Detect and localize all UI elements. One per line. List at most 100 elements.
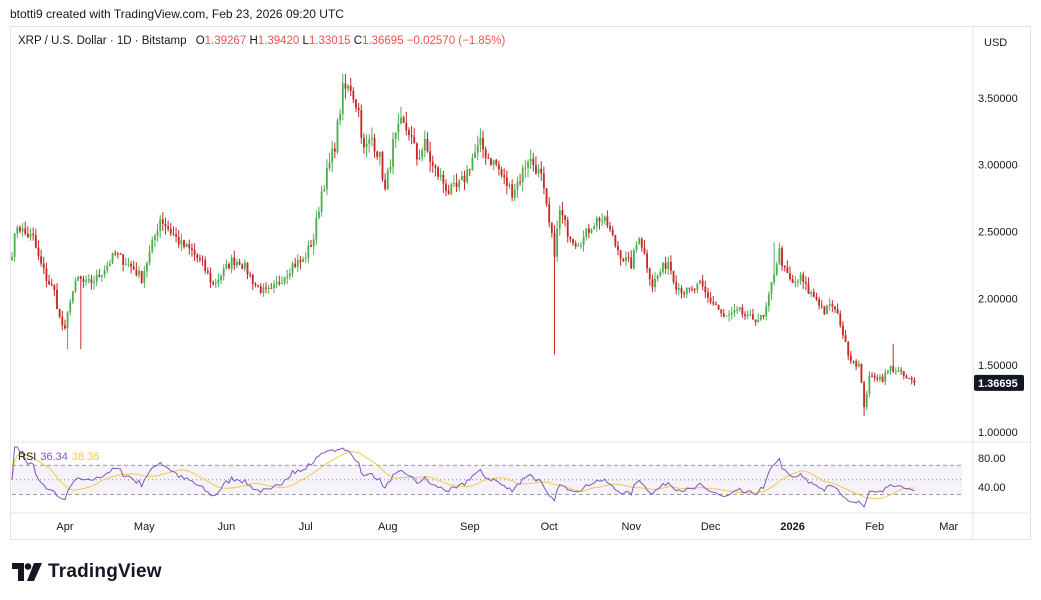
candle[interactable] — [900, 367, 903, 375]
candle[interactable] — [550, 222, 553, 238]
candle[interactable] — [294, 257, 297, 269]
candle[interactable] — [63, 319, 66, 330]
candle[interactable] — [225, 259, 228, 270]
candle[interactable] — [767, 291, 770, 312]
candle[interactable] — [341, 73, 344, 121]
candle[interactable] — [180, 233, 183, 252]
candle[interactable] — [381, 150, 384, 183]
candle[interactable] — [810, 290, 813, 298]
candle[interactable] — [497, 160, 500, 176]
candle[interactable] — [280, 276, 283, 285]
candle[interactable] — [826, 304, 828, 315]
candle[interactable] — [495, 158, 498, 167]
candle[interactable] — [236, 258, 238, 268]
candle[interactable] — [617, 241, 619, 256]
candle[interactable] — [156, 223, 159, 242]
candle[interactable] — [834, 306, 836, 314]
candle[interactable] — [474, 144, 477, 159]
candle[interactable] — [299, 255, 302, 270]
candle[interactable] — [106, 261, 109, 274]
candle[interactable] — [130, 260, 133, 274]
candle[interactable] — [736, 305, 738, 315]
candle[interactable] — [524, 160, 527, 178]
candle[interactable] — [286, 269, 289, 284]
candle[interactable] — [505, 170, 508, 195]
candle[interactable] — [19, 225, 21, 234]
candle[interactable] — [74, 277, 77, 294]
candle[interactable] — [662, 261, 664, 275]
candle[interactable] — [13, 232, 16, 262]
candle[interactable] — [212, 280, 215, 286]
candle[interactable] — [34, 228, 37, 249]
candle[interactable] — [45, 262, 48, 288]
candle[interactable] — [206, 267, 209, 275]
candle[interactable] — [400, 106, 402, 125]
candle[interactable] — [217, 273, 220, 288]
candle[interactable] — [680, 285, 683, 299]
candle[interactable] — [233, 250, 236, 271]
candle[interactable] — [577, 242, 580, 247]
candle[interactable] — [638, 236, 641, 245]
candle[interactable] — [712, 295, 715, 307]
candle[interactable] — [897, 366, 900, 373]
candle[interactable] — [704, 280, 707, 299]
candle[interactable] — [445, 179, 447, 197]
candle[interactable] — [595, 215, 598, 232]
candle[interactable] — [656, 274, 659, 282]
candle[interactable] — [744, 311, 746, 320]
candle[interactable] — [11, 252, 13, 261]
candle[interactable] — [881, 373, 884, 383]
candle[interactable] — [879, 373, 881, 383]
candle[interactable] — [762, 314, 765, 320]
candle[interactable] — [164, 217, 167, 235]
candle[interactable] — [672, 270, 675, 285]
candle[interactable] — [220, 273, 222, 285]
candle[interactable] — [781, 245, 783, 271]
candle[interactable] — [855, 359, 858, 371]
candle[interactable] — [452, 175, 455, 188]
candle[interactable] — [542, 166, 545, 194]
candle[interactable] — [860, 363, 863, 384]
candle[interactable] — [143, 265, 146, 289]
candle[interactable] — [535, 156, 537, 176]
candle[interactable] — [138, 266, 140, 279]
candle[interactable] — [857, 360, 860, 368]
candle[interactable] — [249, 271, 252, 279]
candle[interactable] — [95, 269, 98, 286]
rsi-pane[interactable]: 80.00 40.00 — [11, 446, 1006, 508]
candle[interactable] — [521, 164, 524, 192]
candle[interactable] — [812, 288, 815, 298]
candle[interactable] — [648, 267, 651, 286]
candle[interactable] — [408, 127, 410, 141]
candle[interactable] — [625, 251, 627, 267]
candle[interactable] — [651, 274, 654, 293]
candle[interactable] — [132, 260, 135, 270]
candle[interactable] — [516, 176, 519, 198]
candle[interactable] — [458, 178, 461, 192]
candle[interactable] — [66, 311, 69, 350]
candle[interactable] — [42, 256, 45, 275]
candle[interactable] — [386, 167, 389, 191]
candle[interactable] — [669, 255, 672, 275]
candle[interactable] — [238, 258, 241, 266]
candle[interactable] — [193, 243, 196, 261]
candle[interactable] — [29, 228, 32, 241]
candle[interactable] — [759, 314, 762, 322]
candle[interactable] — [823, 305, 826, 316]
candle[interactable] — [58, 308, 61, 319]
candle[interactable] — [691, 285, 694, 292]
candle[interactable] — [177, 230, 180, 249]
candle[interactable] — [108, 259, 111, 267]
candle[interactable] — [728, 310, 731, 322]
candle[interactable] — [61, 310, 64, 331]
time-axis[interactable]: Apr May Jun Jul Aug Sep Oct Nov Dec 2026 Feb Mar — [56, 521, 958, 533]
candle[interactable] — [820, 300, 823, 309]
candle[interactable] — [368, 134, 371, 153]
candle[interactable] — [53, 284, 56, 297]
candle[interactable] — [794, 276, 797, 288]
candle[interactable] — [847, 341, 850, 361]
candle[interactable] — [429, 141, 432, 172]
candle[interactable] — [455, 173, 458, 193]
candle[interactable] — [423, 130, 426, 158]
candle[interactable] — [431, 155, 434, 173]
